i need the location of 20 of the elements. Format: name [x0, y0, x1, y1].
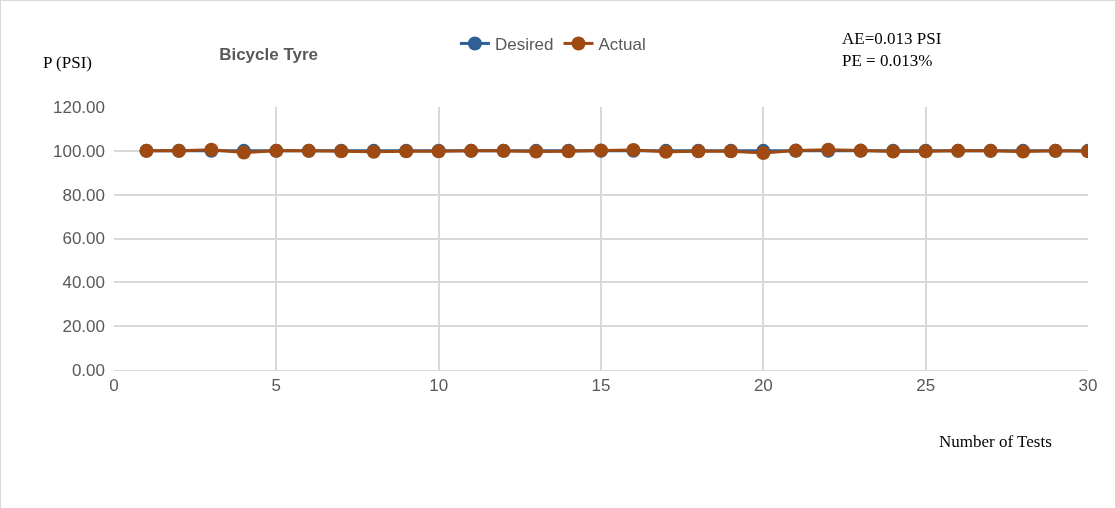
x-tick-label: 25 — [916, 376, 936, 396]
y-tick-label: 0.00 — [71, 360, 105, 380]
y-tick-label: 80.00 — [62, 185, 105, 205]
y-tick-label: 100.00 — [53, 141, 105, 161]
x-tick-label: 30 — [1078, 376, 1098, 396]
y-tick-label: 40.00 — [62, 273, 105, 293]
y-tick-label: 60.00 — [62, 229, 105, 249]
y-tick-label: 120.00 — [53, 97, 105, 117]
x-tick-label: 5 — [271, 376, 282, 396]
x-tick-label: 15 — [591, 376, 611, 396]
chart-title: Bicycle Tyre — [219, 45, 319, 65]
legend-label: Desired — [494, 35, 554, 55]
y-axis-title: P (PSI) — [43, 53, 92, 72]
x-tick-label: 10 — [429, 376, 449, 396]
y-tick-label: 20.00 — [62, 317, 105, 337]
x-tick-label: 0 — [109, 376, 119, 396]
text: AE=0.013 PSI PE = 0.013% — [842, 29, 942, 71]
legend-label: Actual — [598, 35, 646, 55]
x-tick-label: 20 — [753, 376, 773, 396]
x-axis-title: Number of Tests — [939, 432, 1052, 451]
